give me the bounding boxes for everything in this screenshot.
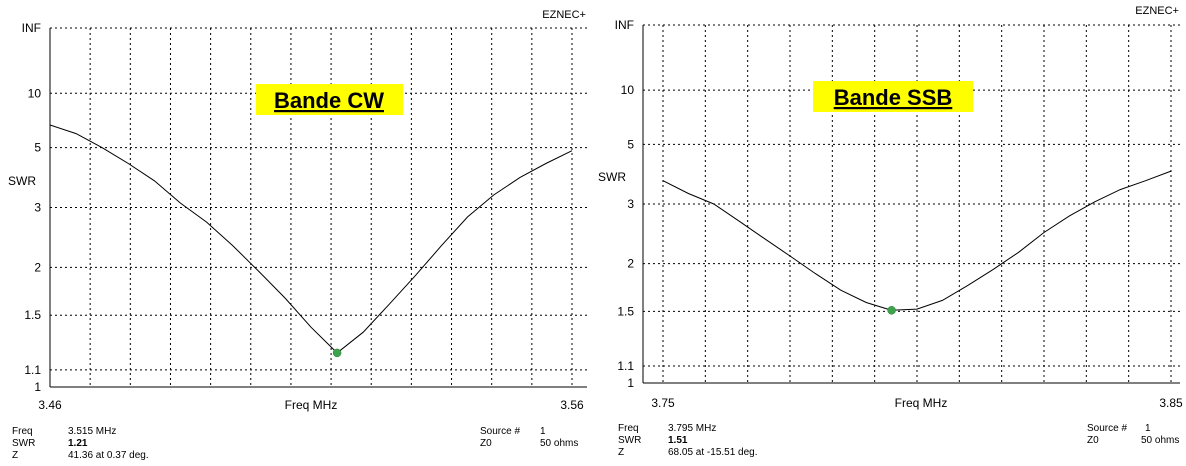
y-tick-label: 3 xyxy=(627,197,634,211)
y-tick-inf: INF xyxy=(22,21,41,35)
band-label: Bande SSB xyxy=(834,85,953,110)
y-axis-label: SWR xyxy=(598,170,626,184)
y-tick-label: 10 xyxy=(28,86,42,100)
band-label: Bande CW xyxy=(274,88,384,113)
y-tick-label: 1.5 xyxy=(24,308,41,322)
x-tick-start: 3.75 xyxy=(651,396,675,410)
brand-label: EZNEC+ xyxy=(542,9,586,21)
swr-curve xyxy=(49,124,573,354)
readout-z0-label: Z0 xyxy=(480,438,492,449)
readout-z-value: 68.05 at -15.51 deg. xyxy=(668,447,758,458)
y-tick-label: 5 xyxy=(627,137,634,151)
y-tick-inf: INF xyxy=(615,18,634,32)
y-tick-label: 1 xyxy=(34,380,41,394)
readout-source-value: 1 xyxy=(1145,423,1151,434)
x-axis-label: Freq MHz xyxy=(895,396,948,410)
readout-swr-label: SWR xyxy=(12,438,35,449)
readout-source-value: 1 xyxy=(540,426,546,437)
readout-swr-value: 1.21 xyxy=(68,438,88,449)
y-tick-label: 2 xyxy=(34,260,41,274)
readout-freq-label: Freq xyxy=(618,423,639,434)
readout-z0-value: 50 ohms xyxy=(540,438,578,449)
x-tick-start: 3.46 xyxy=(38,398,62,412)
readout-freq-value: 3.515 MHz xyxy=(68,426,116,437)
readout-freq-label: Freq xyxy=(12,426,33,437)
y-tick-label: 1.1 xyxy=(617,359,634,373)
readout-source-label: Source # xyxy=(1087,423,1127,434)
x-tick-end: 3.56 xyxy=(560,398,584,412)
readout-z-label: Z xyxy=(618,447,624,458)
readout-source-label: Source # xyxy=(480,426,520,437)
readout-z-label: Z xyxy=(12,450,18,461)
y-tick-label: 1 xyxy=(627,376,634,390)
readout-z0-value: 50 ohms xyxy=(1141,435,1179,446)
band-label-highlight xyxy=(813,81,973,112)
swr-curve xyxy=(662,170,1172,311)
readout-z0-label: Z0 xyxy=(1087,435,1099,446)
readout-swr-label: SWR xyxy=(618,435,641,446)
brand-label: EZNEC+ xyxy=(1135,5,1179,17)
y-axis-label: SWR xyxy=(8,174,36,188)
x-tick-end: 3.85 xyxy=(1159,396,1183,410)
swr-chart-cw: 1 1.1 1.5 2 3 5 10 EZNEC+ INF SWR Freq MHz 3.4… xyxy=(8,9,587,461)
swr-cursor-marker xyxy=(887,306,896,315)
y-tick-label: 10 xyxy=(621,83,635,97)
y-tick-label: 3 xyxy=(34,201,41,215)
swr-cursor-marker xyxy=(332,348,342,358)
y-tick-label: 2 xyxy=(627,257,634,271)
y-tick-label: 1.1 xyxy=(24,363,41,377)
readout-freq-value: 3.795 MHz xyxy=(668,423,716,434)
readout-swr-value: 1.51 xyxy=(668,435,688,446)
y-tick-label: 1.5 xyxy=(617,304,634,318)
band-label-highlight xyxy=(256,84,403,115)
y-tick-label: 5 xyxy=(34,141,41,155)
x-axis-label: Freq MHz xyxy=(285,398,338,412)
readout-z-value: 41.36 at 0.37 deg. xyxy=(68,450,149,461)
swr-chart-ssb: 1 1.1 1.5 2 3 5 10 EZNEC+ INF SWR Freq MHz 3.7… xyxy=(598,5,1183,458)
